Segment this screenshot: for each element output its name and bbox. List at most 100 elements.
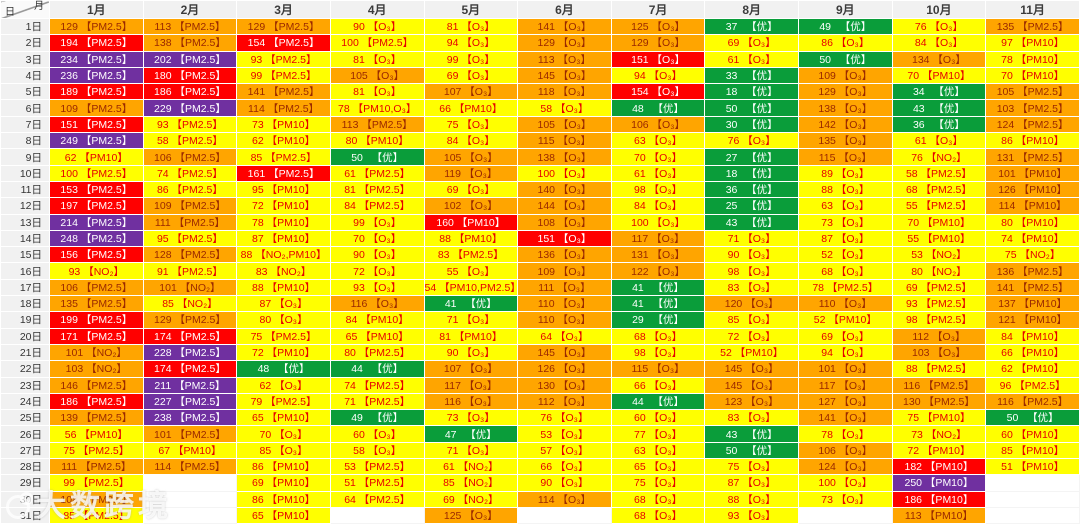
aqi-cell: 73 【NO₂】 [891,425,987,443]
table-row: 16日 93 【NO₂】 91 【PM2.5】 83 【NO₂】 72 【O₃】 55 【… [0,262,1080,280]
aqi-cell: 103 【O₃】 [891,343,987,362]
aqi-cell: 141 【PM2.5】 [985,278,1080,297]
aqi-cell: 129 【O₃】 [610,34,706,52]
aqi-cell: 36 【优】 [704,180,799,199]
aqi-cell: 75 【O₃】 [423,115,519,134]
table-row: 9日 62 【PM10】 106 【PM2.5】 85 【PM2.5】 50 【优】 10… [0,148,1080,166]
table-row: 23日 146 【PM2.5】 211 【PM2.5】 62 【O₃】 74 【PM2.… [0,376,1080,394]
aqi-cell: 29 【优】 [610,311,706,329]
aqi-cell: 65 【PM10】 [236,506,331,524]
aqi-cell: 116 【PM2.5】 [891,376,987,394]
aqi-cell: 238 【PM2.5】 [142,409,238,427]
row-label: 16日 [0,262,50,280]
column-header-2月: 2月 [142,0,238,19]
column-header-9月: 9月 [798,0,893,19]
table-row: 30日 108 【PM2.5】 86 【PM10】 64 【PM2.5】 69 【NO₂… [0,490,1080,508]
aqi-cell: 140 【O₃】 [517,180,612,199]
aqi-cell: 72 【PM10】 [891,441,987,460]
aqi-cell: 81 【PM10】 [423,327,519,345]
aqi-cell [985,490,1080,508]
row-label: 8日 [0,132,50,150]
aqi-cell: 64 【O₃】 [517,327,612,345]
aqi-cell: 43 【优】 [891,99,987,117]
aqi-cell: 135 【O₃】 [798,132,893,150]
aqi-cell: 41 【优】 [610,295,706,313]
aqi-cell: 81 【O₃】 [329,50,425,68]
row-label: 24日 [0,392,50,411]
aqi-cell: 86 【PM10】 [985,132,1080,150]
table-row: 1日 129 【PM2.5】 113 【PM2.5】 129 【PM2.5】 90 【O… [0,17,1080,36]
table-row: 3日 234 【PM2.5】 202 【PM2.5】 93 【PM2.5】 81 【O₃… [0,50,1080,68]
aqi-cell: 117 【O₃】 [423,376,519,394]
row-label: 21日 [0,343,50,362]
aqi-cell: 124 【PM2.5】 [985,115,1080,134]
aqi-cell: 54 【PM10,PM2.5】 [423,278,519,297]
aqi-cell: 76 【O₃】 [704,132,799,150]
aqi-cell: 78 【PM2.5】 [798,278,893,297]
table-row: 17日 106 【PM2.5】 101 【NO₂】 88 【PM10】 93 【O₃】 5… [0,278,1080,297]
table-row: 18日 135 【PM2.5】 85 【NO₂】 87 【O₃】 116 【O₃】 41 … [0,295,1080,313]
aqi-cell: 107 【O₃】 [423,83,519,101]
table-row: 14日 248 【PM2.5】 95 【PM2.5】 87 【PM10】 70 【O₃】… [0,229,1080,248]
aqi-cell: 85 【PM2.5】 [236,148,331,166]
aqi-cell: 125 【O₃】 [610,17,706,36]
aqi-cell: 126 【O₃】 [517,360,612,378]
aqi-cell: 57 【O₃】 [517,441,612,460]
aqi-cell: 80 【NO₂】 [891,262,987,280]
aqi-cell: 86 【O₃】 [798,34,893,52]
aqi-cell: 62 【PM10】 [985,360,1080,378]
aqi-cell: 127 【O₃】 [798,392,893,411]
aqi-cell: 69 【NO₂】 [423,490,519,508]
aqi-cell: 86 【PM10】 [236,458,331,476]
corner-month-label: 月 [34,1,44,12]
aqi-cell: 37 【优】 [704,17,799,36]
aqi-cell: 90 【O₃】 [329,246,425,264]
aqi-cell: 69 【PM2.5】 [891,278,987,297]
aqi-cell: 70 【O₃】 [236,425,331,443]
aqi-cell: 18 【优】 [704,164,799,182]
aqi-cell: 115 【O₃】 [517,132,612,150]
aqi-cell: 182 【PM10】 [891,458,987,476]
aqi-cell: 95 【PM2.5】 [142,229,238,248]
aqi-cell: 136 【PM2.5】 [985,262,1080,280]
aqi-cell: 73 【O₃】 [798,213,893,231]
table-row: 11日 153 【PM2.5】 86 【PM2.5】 95 【PM10】 81 【PM2… [0,180,1080,199]
row-label: 15日 [0,246,50,264]
aqi-cell: 88 【PM10】 [236,278,331,297]
aqi-cell: 66 【PM10】 [423,99,519,117]
column-header-11月: 11月 [985,0,1080,19]
aqi-cell: 116 【O₃】 [423,392,519,411]
aqi-cell: 69 【PM10】 [236,474,331,492]
aqi-cell: 61 【O₃】 [704,50,799,68]
aqi-cell: 50 【优】 [985,409,1080,427]
aqi-cell: 101 【PM2.5】 [142,425,238,443]
aqi-cell: 87 【O₃】 [704,474,799,492]
row-label: 31日 [0,506,50,524]
aqi-cell: 109 【PM2.5】 [142,197,238,215]
aqi-cell: 90 【O₃】 [329,17,425,36]
aqi-cell: 61 【PM2.5】 [329,164,425,182]
table-row: 4日 236 【PM2.5】 180 【PM2.5】 99 【PM2.5】 105 【O… [0,66,1080,85]
aqi-cell: 84 【O₃】 [891,34,987,52]
aqi-cell: 117 【O₃】 [610,229,706,248]
aqi-cell: 115 【O₃】 [610,360,706,378]
aqi-cell: 93 【O₃】 [329,278,425,297]
aqi-cell: 69 【O₃】 [423,180,519,199]
aqi-cell: 138 【O₃】 [517,148,612,166]
aqi-cell: 125 【O₃】 [423,506,519,524]
aqi-cell: 113 【PM2.5】 [329,115,425,134]
aqi-cell: 83 【PM2.5】 [423,246,519,264]
aqi-cell: 129 【PM2.5】 [49,17,144,36]
aqi-cell: 88 【NO₂,PM10】 [236,246,331,264]
aqi-cell: 138 【PM2.5】 [142,34,238,52]
aqi-cell: 75 【NO₂】 [985,246,1080,264]
aqi-cell: 49 【优】 [798,17,893,36]
aqi-cell: 93 【O₃】 [704,506,799,524]
aqi-cell: 97 【PM10】 [985,34,1080,52]
aqi-cell: 144 【O₃】 [517,197,612,215]
aqi-cell: 99 【O₃】 [329,213,425,231]
aqi-cell: 138 【O₃】 [798,99,893,117]
table-row: 27日 75 【PM2.5】 67 【PM10】 85 【O₃】 58 【O₃】 71 【… [0,441,1080,460]
row-label: 3日 [0,50,50,68]
aqi-cell: 36 【优】 [891,115,987,134]
